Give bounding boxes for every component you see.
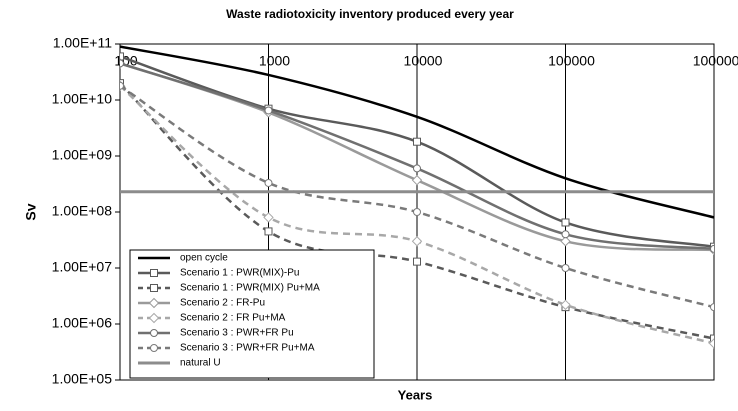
marker <box>264 178 273 187</box>
legend-label: Scenario 2 : FR-Pu <box>180 298 265 309</box>
y-tick-label: 1.00E+08 <box>52 203 113 219</box>
x-tick-label: 100000 <box>548 53 595 69</box>
y-tick-label: 1.00E+09 <box>52 147 113 163</box>
legend-label: Scenario 1 : PWR(MIX)-Pu <box>180 268 299 279</box>
legend-marker <box>150 344 158 352</box>
y-tick-label: 1.00E+10 <box>52 91 113 107</box>
marker <box>263 212 274 223</box>
marker <box>708 338 714 349</box>
legend-marker <box>150 329 158 337</box>
y-tick-label: 1.00E+05 <box>52 371 113 387</box>
x-tick-label: 10000 <box>404 53 443 69</box>
legend-box <box>129 249 375 379</box>
marker <box>413 257 421 266</box>
marker <box>561 230 570 239</box>
legend-label: natural U <box>180 358 221 369</box>
x-axis-title: Years <box>398 387 433 402</box>
marker <box>264 106 273 115</box>
legend-marker <box>150 284 158 292</box>
legend-label: Scenario 2 : FR Pu+MA <box>180 313 286 324</box>
legend-marker <box>148 312 160 324</box>
legend-marker <box>150 269 158 277</box>
legend-label: Scenario 3 : PWR+FR Pu+MA <box>180 343 315 354</box>
marker <box>411 174 423 186</box>
marker <box>561 264 570 272</box>
series-layer <box>120 45 714 349</box>
marker <box>413 208 421 216</box>
marker <box>710 303 714 312</box>
marker <box>120 81 124 90</box>
x-tick-label: 1000000 <box>693 53 738 69</box>
marker <box>560 236 571 247</box>
marker <box>120 52 124 61</box>
marker <box>560 299 571 311</box>
series-line <box>120 45 714 219</box>
y-tick-label: 1.00E+06 <box>52 315 113 331</box>
marker <box>413 164 421 173</box>
legend-label: Scenario 3 : PWR+FR Pu <box>180 328 294 339</box>
y-tick-label: 1.00E+07 <box>52 259 113 275</box>
marker <box>561 218 570 227</box>
y-axis-title: Sv <box>23 203 39 220</box>
marker <box>411 236 423 247</box>
marker <box>710 334 714 343</box>
legend-label: open cycle <box>180 253 228 264</box>
legend-label: Scenario 1 : PWR(MIX) Pu+MA <box>180 283 320 294</box>
marker <box>264 227 273 236</box>
legend-marker <box>148 297 160 309</box>
marker <box>120 59 124 68</box>
x-tick-label: 1000 <box>259 53 290 69</box>
y-tick-label: 1.00E+11 <box>53 35 113 51</box>
marker <box>413 137 421 146</box>
chart-title: Waste radiotoxicity inventory produced e… <box>226 7 514 21</box>
marker <box>710 244 714 253</box>
